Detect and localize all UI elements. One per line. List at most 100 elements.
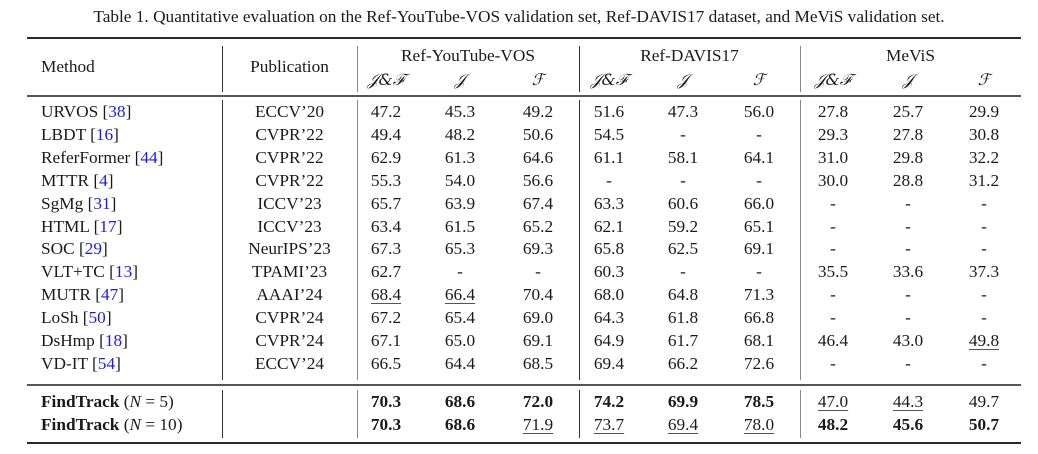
cell-mevis-f: -	[981, 239, 987, 259]
cell-mevis-jf: 31.0	[817, 147, 849, 167]
ours-separator-publication	[357, 390, 358, 438]
cell-davis-jf: 51.6	[593, 102, 625, 121]
cell-davis-j: 69.4	[667, 415, 699, 434]
cell-mevis-f: 30.8	[968, 124, 1000, 144]
cell-ytvos-jf: 67.1	[370, 331, 402, 350]
publication-venue: NeurIPS’23	[248, 239, 331, 259]
cell-ytvos-j: 66.4	[444, 285, 476, 305]
citation-link[interactable]: 54	[97, 353, 116, 373]
cell-davis-f: 68.1	[743, 331, 775, 350]
n-value: = 5)	[141, 392, 174, 411]
header-separator-ytvos	[579, 46, 580, 92]
cell-davis-jf: 74.2	[593, 392, 625, 411]
citation-link[interactable]: 44	[140, 147, 158, 167]
cell-mevis-jf: -	[830, 285, 836, 305]
header-metric-davis-f: ℱ	[752, 70, 766, 89]
publication-venue: ICCV’23	[257, 216, 322, 236]
cell-davis-f: -	[756, 124, 762, 144]
cell-ytvos-jf: 68.4	[370, 285, 402, 305]
citation-link[interactable]: 4	[99, 170, 108, 190]
method-label: MUTR	[41, 285, 91, 305]
n-symbol: N	[129, 415, 142, 434]
cell-davis-f: 66.8	[743, 308, 775, 328]
citation-link[interactable]: 29	[84, 239, 102, 259]
cell-davis-jf: 64.3	[593, 308, 625, 328]
method-name: LoSh [50]	[41, 308, 112, 328]
cell-ytvos-jf: 62.9	[370, 147, 402, 167]
method-name: VD-IT [54]	[41, 353, 121, 373]
cell-ytvos-f: 65.2	[522, 216, 554, 236]
n-symbol: N	[129, 392, 142, 411]
header-separator-publication	[357, 46, 358, 92]
cell-ytvos-jf: 67.2	[370, 308, 402, 328]
cell-davis-j: -	[680, 170, 686, 190]
cell-davis-j: 58.1	[667, 147, 699, 167]
cell-mevis-jf: -	[830, 216, 836, 236]
cell-mevis-j: 44.3	[892, 392, 924, 411]
method-name: VLT+TC [13]	[41, 262, 138, 282]
cell-mevis-j: 43.0	[892, 331, 924, 350]
method-name: LBDT [16]	[41, 124, 119, 144]
cell-ytvos-f: 56.6	[522, 170, 554, 190]
cell-davis-j: -	[680, 262, 686, 282]
cell-mevis-jf: -	[830, 353, 836, 373]
cell-mevis-j: 28.8	[892, 170, 924, 190]
cell-ytvos-j: 54.0	[444, 170, 476, 190]
cell-mevis-j: 33.6	[892, 262, 924, 282]
cell-davis-j: 61.7	[667, 331, 699, 350]
body-separator-publication	[357, 100, 358, 380]
cell-ytvos-f: -	[535, 262, 541, 282]
cell-davis-jf: 68.0	[593, 285, 625, 305]
citation-link[interactable]: 31	[93, 193, 111, 213]
cell-mevis-jf: 48.2	[817, 415, 849, 434]
cell-davis-j: 69.9	[667, 392, 699, 411]
header-group-mevis: MeViS	[886, 46, 935, 65]
citation-link[interactable]: 38	[108, 102, 126, 121]
header-metric-mevis-j: 𝒥	[902, 70, 914, 89]
header-metric-mevis-f: ℱ	[977, 70, 991, 89]
citation-link[interactable]: 17	[99, 216, 117, 236]
cell-mevis-jf: 46.4	[817, 331, 849, 350]
header-method: Method	[41, 57, 95, 76]
cell-mevis-j: 27.8	[892, 124, 924, 144]
cell-ytvos-f: 70.4	[522, 285, 554, 305]
header-group-ytvos: Ref-YouTube-VOS	[401, 46, 535, 65]
cell-mevis-jf: -	[830, 239, 836, 259]
cell-ytvos-f: 69.1	[522, 331, 554, 350]
cell-ytvos-f: 71.9	[522, 415, 554, 434]
ours-separator-method	[222, 390, 223, 438]
method-name: URVOS [38]	[41, 102, 132, 121]
cell-mevis-j: 29.8	[892, 147, 924, 167]
method-name: ReferFormer [44]	[41, 147, 164, 167]
method-label: MTTR	[41, 170, 90, 190]
cell-ytvos-jf: 65.7	[370, 193, 402, 213]
citation-link[interactable]: 47	[101, 285, 119, 305]
method-label: HTML	[41, 216, 90, 236]
cell-davis-f: 66.0	[743, 193, 775, 213]
citation-link[interactable]: 50	[88, 308, 106, 328]
method-label: LoSh	[41, 308, 79, 328]
method-label: VD-IT	[41, 353, 88, 373]
cell-davis-f: 64.1	[743, 147, 775, 167]
cell-ytvos-jf: 63.4	[370, 216, 402, 236]
cell-ytvos-jf: 47.2	[370, 102, 402, 121]
cell-ytvos-j: -	[457, 262, 463, 282]
cell-mevis-f: 37.3	[968, 262, 1000, 282]
citation-link[interactable]: 18	[104, 331, 123, 350]
body-separator-ytvos	[579, 100, 580, 380]
method-name: MUTR [47]	[41, 285, 125, 305]
cell-ytvos-j: 48.2	[444, 124, 476, 144]
cell-mevis-f: 49.7	[968, 392, 1000, 411]
cell-davis-jf: 73.7	[593, 415, 625, 434]
citation-link[interactable]: 13	[114, 262, 133, 282]
cell-ytvos-f: 72.0	[522, 392, 554, 411]
publication-venue: CVPR’22	[255, 147, 324, 167]
cell-ytvos-jf: 62.7	[370, 262, 402, 282]
method-label: DsHmp	[41, 331, 95, 350]
cell-mevis-f: 50.7	[968, 415, 1000, 434]
cell-davis-jf: 60.3	[593, 262, 625, 282]
cell-davis-jf: 64.9	[593, 331, 625, 350]
citation-link[interactable]: 16	[95, 124, 114, 144]
cell-davis-jf: 63.3	[593, 193, 625, 213]
header-metric-mevis-jf: 𝒥&ℱ	[814, 70, 852, 89]
